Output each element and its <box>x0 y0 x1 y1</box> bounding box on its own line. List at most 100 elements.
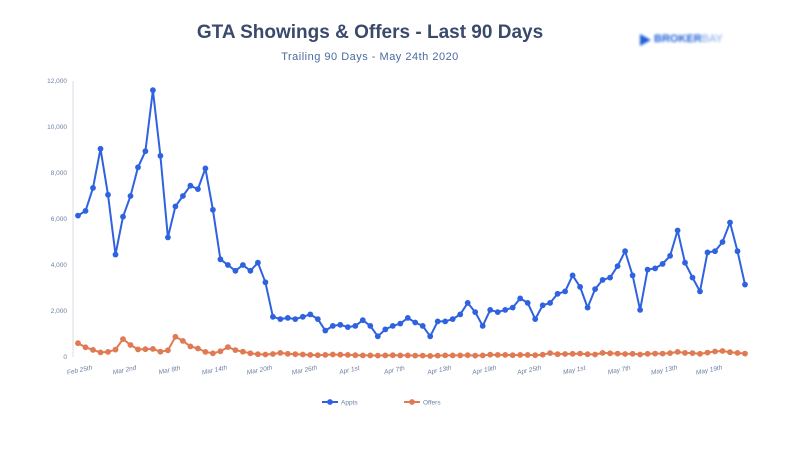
data-point-offers <box>120 336 126 342</box>
data-point-appts <box>554 290 561 297</box>
data-point-offers <box>472 352 479 359</box>
data-point-offers <box>217 348 224 355</box>
data-point-appts <box>704 249 711 256</box>
data-point-offers <box>157 348 164 355</box>
data-point-appts <box>652 265 658 272</box>
data-point-appts <box>539 302 546 309</box>
data-point-appts <box>240 262 246 268</box>
data-point-appts <box>382 326 389 333</box>
data-point-offers <box>562 351 568 357</box>
data-point-offers <box>689 350 696 356</box>
data-point-appts <box>592 286 598 292</box>
y-tick-label: 6,000 <box>51 216 68 223</box>
data-point-offers <box>329 351 336 358</box>
data-point-appts <box>165 234 171 241</box>
data-point-offers <box>667 350 673 356</box>
data-point-offers <box>150 346 156 352</box>
data-point-appts <box>247 267 254 274</box>
data-point-appts <box>449 316 456 322</box>
data-point-appts <box>487 307 494 313</box>
data-point-appts <box>727 219 733 226</box>
legend-label: Appts <box>341 399 358 406</box>
data-point-offers <box>427 353 434 359</box>
legend-swatch-marker <box>327 399 333 405</box>
data-point-appts <box>404 315 411 321</box>
data-point-offers <box>629 350 636 357</box>
data-point-offers <box>172 333 179 340</box>
x-tick-label: Mar 26th <box>291 364 318 376</box>
data-point-appts <box>689 274 696 281</box>
x-tick-label: Apr 25th <box>516 364 543 376</box>
data-point-offers <box>719 348 726 354</box>
data-point-offers <box>232 347 239 353</box>
data-point-appts <box>374 333 381 340</box>
data-point-offers <box>202 349 209 355</box>
data-point-offers <box>397 352 404 359</box>
x-tick-label: Mar 2nd <box>112 365 137 377</box>
data-point-offers <box>464 352 471 359</box>
data-point-appts <box>614 263 621 269</box>
x-tick-label: May 19th <box>695 364 723 376</box>
data-point-appts <box>569 272 576 279</box>
data-point-offers <box>659 350 666 357</box>
data-point-offers <box>270 351 276 357</box>
data-point-appts <box>697 288 703 295</box>
data-point-appts <box>150 87 156 94</box>
data-point-appts <box>314 316 321 322</box>
y-tick-label: 2,000 <box>51 308 68 315</box>
legend-swatch-marker <box>409 399 415 405</box>
data-point-appts <box>607 274 613 281</box>
data-point-appts <box>532 316 539 322</box>
data-point-offers <box>277 350 284 356</box>
data-point-offers <box>727 349 733 356</box>
data-point-offers <box>419 352 426 359</box>
data-point-offers <box>165 347 171 354</box>
data-point-offers <box>82 344 89 351</box>
data-point-offers <box>449 352 456 359</box>
data-point-offers <box>389 352 396 359</box>
y-tick-label: 8,000 <box>51 170 68 177</box>
data-point-offers <box>517 352 524 358</box>
data-point-appts <box>577 284 583 290</box>
data-point-appts <box>509 304 516 311</box>
x-tick-label: May 7th <box>607 365 631 377</box>
x-tick-label: Feb 25th <box>66 364 93 376</box>
data-point-offers <box>292 351 299 358</box>
x-tick-label: May 13th <box>650 364 678 376</box>
data-point-offers <box>412 352 419 359</box>
data-point-offers <box>307 352 314 358</box>
data-point-offers <box>697 350 703 357</box>
data-point-appts <box>105 191 111 198</box>
data-point-offers <box>90 347 96 353</box>
data-point-offers <box>359 352 366 359</box>
data-point-offers <box>344 352 351 358</box>
x-tick-label: Apr 1st <box>338 365 362 377</box>
data-point-appts <box>359 317 366 324</box>
data-point-appts <box>202 165 209 172</box>
data-point-appts <box>187 182 194 189</box>
logo-wordmark: BROKERBAY <box>654 33 723 45</box>
x-tick-label: Apr 7th <box>382 365 405 376</box>
data-point-offers <box>284 350 291 357</box>
x-tick-label: Mar 14th <box>201 364 228 376</box>
x-tick-label: Mar 20th <box>246 364 273 376</box>
data-point-offers <box>622 351 628 357</box>
y-tick-label: 12,000 <box>47 78 67 85</box>
data-point-offers <box>607 350 613 357</box>
data-point-appts <box>427 333 434 340</box>
data-point-appts <box>157 152 164 159</box>
data-point-appts <box>712 248 718 255</box>
data-point-appts <box>682 259 688 266</box>
data-point-appts <box>344 324 351 330</box>
data-point-appts <box>547 300 553 306</box>
data-point-appts <box>352 323 359 329</box>
data-point-offers <box>539 351 546 358</box>
data-point-appts <box>172 203 179 210</box>
data-point-offers <box>599 350 606 356</box>
data-point-appts <box>734 248 741 255</box>
data-point-offers <box>135 346 141 353</box>
data-point-offers <box>442 352 449 359</box>
data-point-offers <box>247 350 254 357</box>
data-point-offers <box>674 349 681 355</box>
